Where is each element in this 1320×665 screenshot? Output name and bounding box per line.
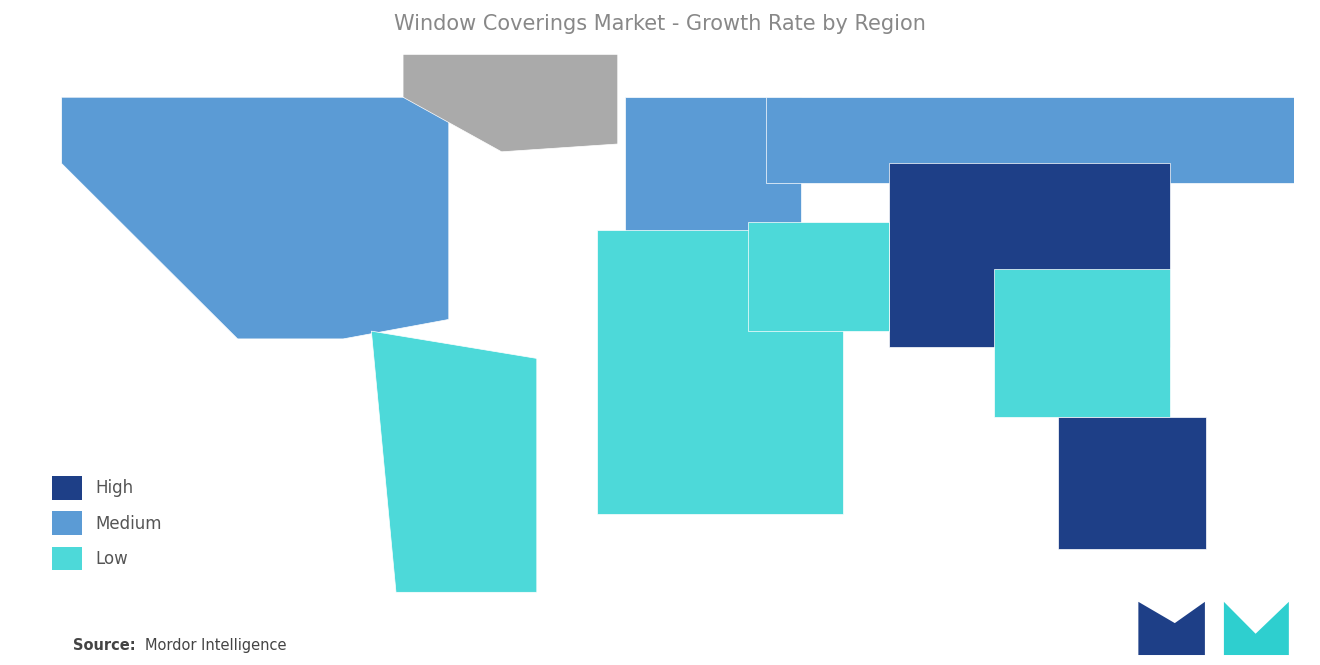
Polygon shape: [403, 55, 618, 152]
Polygon shape: [888, 164, 1171, 346]
Polygon shape: [371, 331, 537, 593]
Polygon shape: [624, 97, 801, 237]
Legend: High, Medium, Low: High, Medium, Low: [48, 471, 168, 575]
Polygon shape: [994, 269, 1171, 417]
Polygon shape: [597, 230, 843, 514]
Polygon shape: [1224, 602, 1288, 655]
Title: Window Coverings Market - Growth Rate by Region: Window Coverings Market - Growth Rate by…: [395, 14, 925, 34]
Text: Mordor Intelligence: Mordor Intelligence: [145, 638, 286, 654]
Polygon shape: [1138, 602, 1205, 655]
Polygon shape: [1057, 417, 1205, 549]
Polygon shape: [748, 222, 888, 331]
Text: Source:: Source:: [73, 638, 135, 654]
Polygon shape: [766, 97, 1294, 183]
Polygon shape: [62, 97, 449, 339]
